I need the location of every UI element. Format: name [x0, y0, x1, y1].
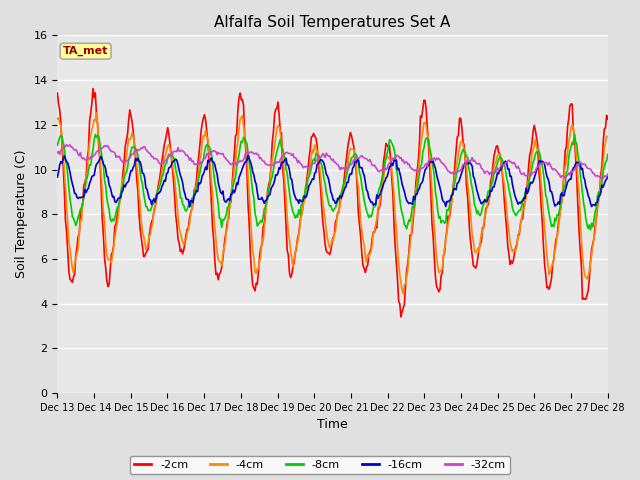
Legend: -2cm, -4cm, -8cm, -16cm, -32cm: -2cm, -4cm, -8cm, -16cm, -32cm: [130, 456, 510, 474]
X-axis label: Time: Time: [317, 419, 348, 432]
Y-axis label: Soil Temperature (C): Soil Temperature (C): [15, 150, 28, 278]
Title: Alfalfa Soil Temperatures Set A: Alfalfa Soil Temperatures Set A: [214, 15, 451, 30]
Text: TA_met: TA_met: [63, 46, 108, 56]
